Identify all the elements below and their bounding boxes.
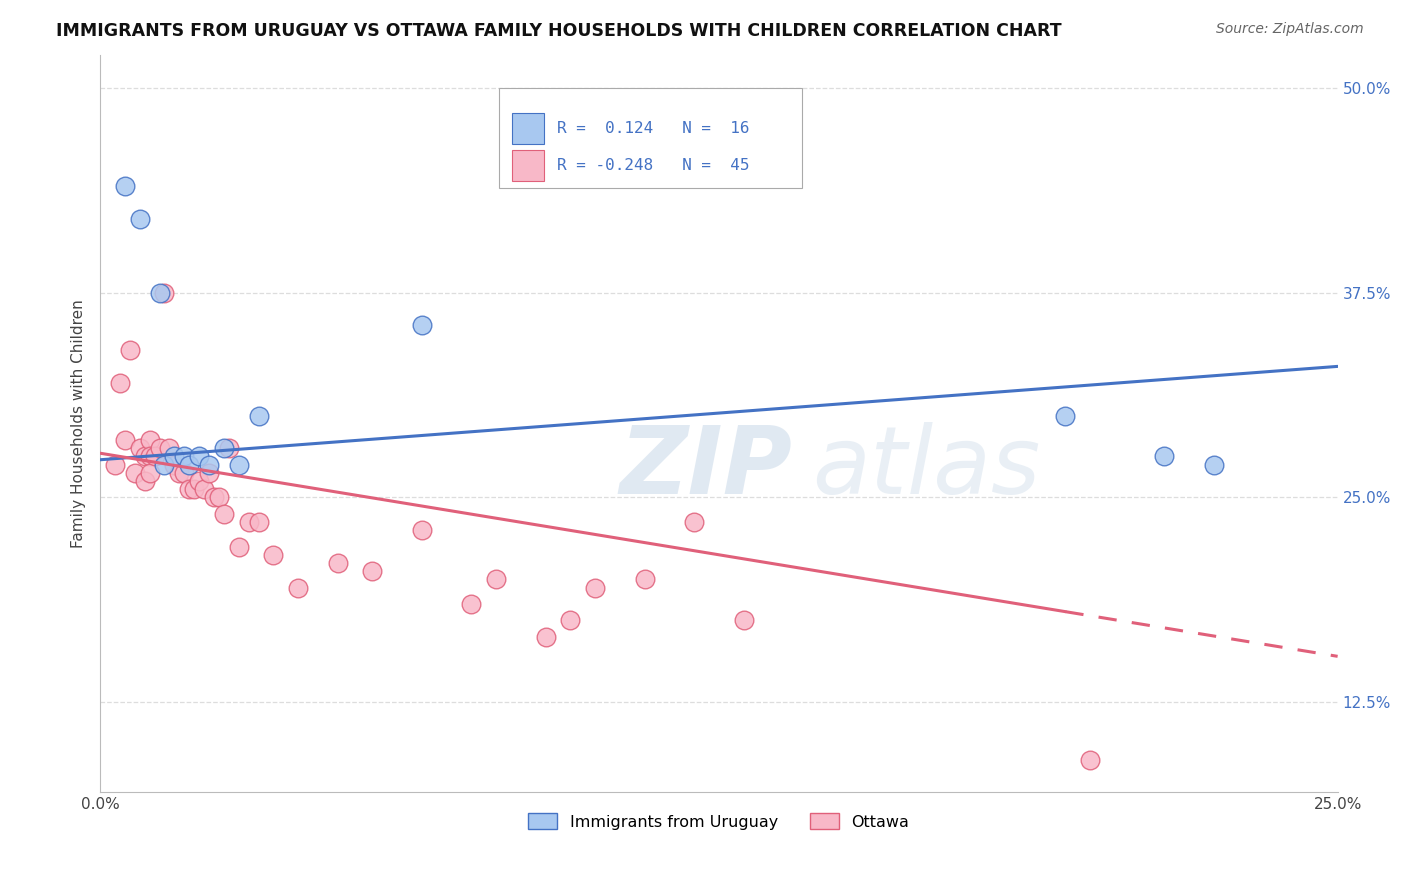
Point [262,548,284,562]
Point [153,285,176,300]
Point [193,482,215,496]
Legend: Immigrants from Uruguay, Ottawa: Immigrants from Uruguay, Ottawa [522,806,915,836]
Point [485,572,508,586]
Point [212,507,235,521]
Point [134,450,156,464]
Point [534,630,557,644]
Point [198,466,221,480]
Point [218,442,240,456]
Point [179,482,201,496]
Point [411,523,433,537]
Text: Source: ZipAtlas.com: Source: ZipAtlas.com [1216,22,1364,37]
Point [104,458,127,472]
Point [733,613,755,627]
Text: atlas: atlas [811,423,1040,514]
Point [114,433,136,447]
Point [633,572,655,586]
Point [1153,450,1175,464]
Y-axis label: Family Households with Children: Family Households with Children [72,300,86,548]
Point [188,450,211,464]
Point [683,515,706,529]
Point [163,458,186,472]
Point [128,442,150,456]
Point [247,409,270,423]
Point [163,450,186,464]
FancyBboxPatch shape [512,113,544,145]
Text: R = -0.248   N =  45: R = -0.248 N = 45 [557,158,749,173]
Point [153,458,176,472]
Point [124,466,146,480]
Point [148,285,170,300]
Point [114,179,136,194]
Point [1202,458,1225,472]
Point [179,458,201,472]
Point [108,376,131,390]
Point [128,211,150,226]
Point [138,433,160,447]
Point [1054,409,1077,423]
Point [560,613,582,627]
FancyBboxPatch shape [512,150,544,181]
Point [148,442,170,456]
Point [169,466,191,480]
FancyBboxPatch shape [499,88,801,188]
Text: ZIP: ZIP [620,422,793,514]
Point [1078,753,1101,767]
Point [173,466,195,480]
Point [326,556,349,570]
Point [138,450,160,464]
Point [134,474,156,488]
Text: IMMIGRANTS FROM URUGUAY VS OTTAWA FAMILY HOUSEHOLDS WITH CHILDREN CORRELATION CH: IMMIGRANTS FROM URUGUAY VS OTTAWA FAMILY… [56,22,1062,40]
Point [212,442,235,456]
Point [159,442,181,456]
Point [228,458,250,472]
Point [143,450,166,464]
Point [138,466,160,480]
Point [202,491,225,505]
Point [247,515,270,529]
Point [583,581,606,595]
Point [460,597,482,611]
Point [188,474,211,488]
Point [118,343,141,357]
Text: R =  0.124   N =  16: R = 0.124 N = 16 [557,121,749,136]
Point [208,491,231,505]
Point [183,482,205,496]
Point [173,450,195,464]
Point [411,318,433,333]
Point [198,458,221,472]
Point [238,515,260,529]
Point [361,564,384,578]
Point [287,581,309,595]
Point [228,540,250,554]
